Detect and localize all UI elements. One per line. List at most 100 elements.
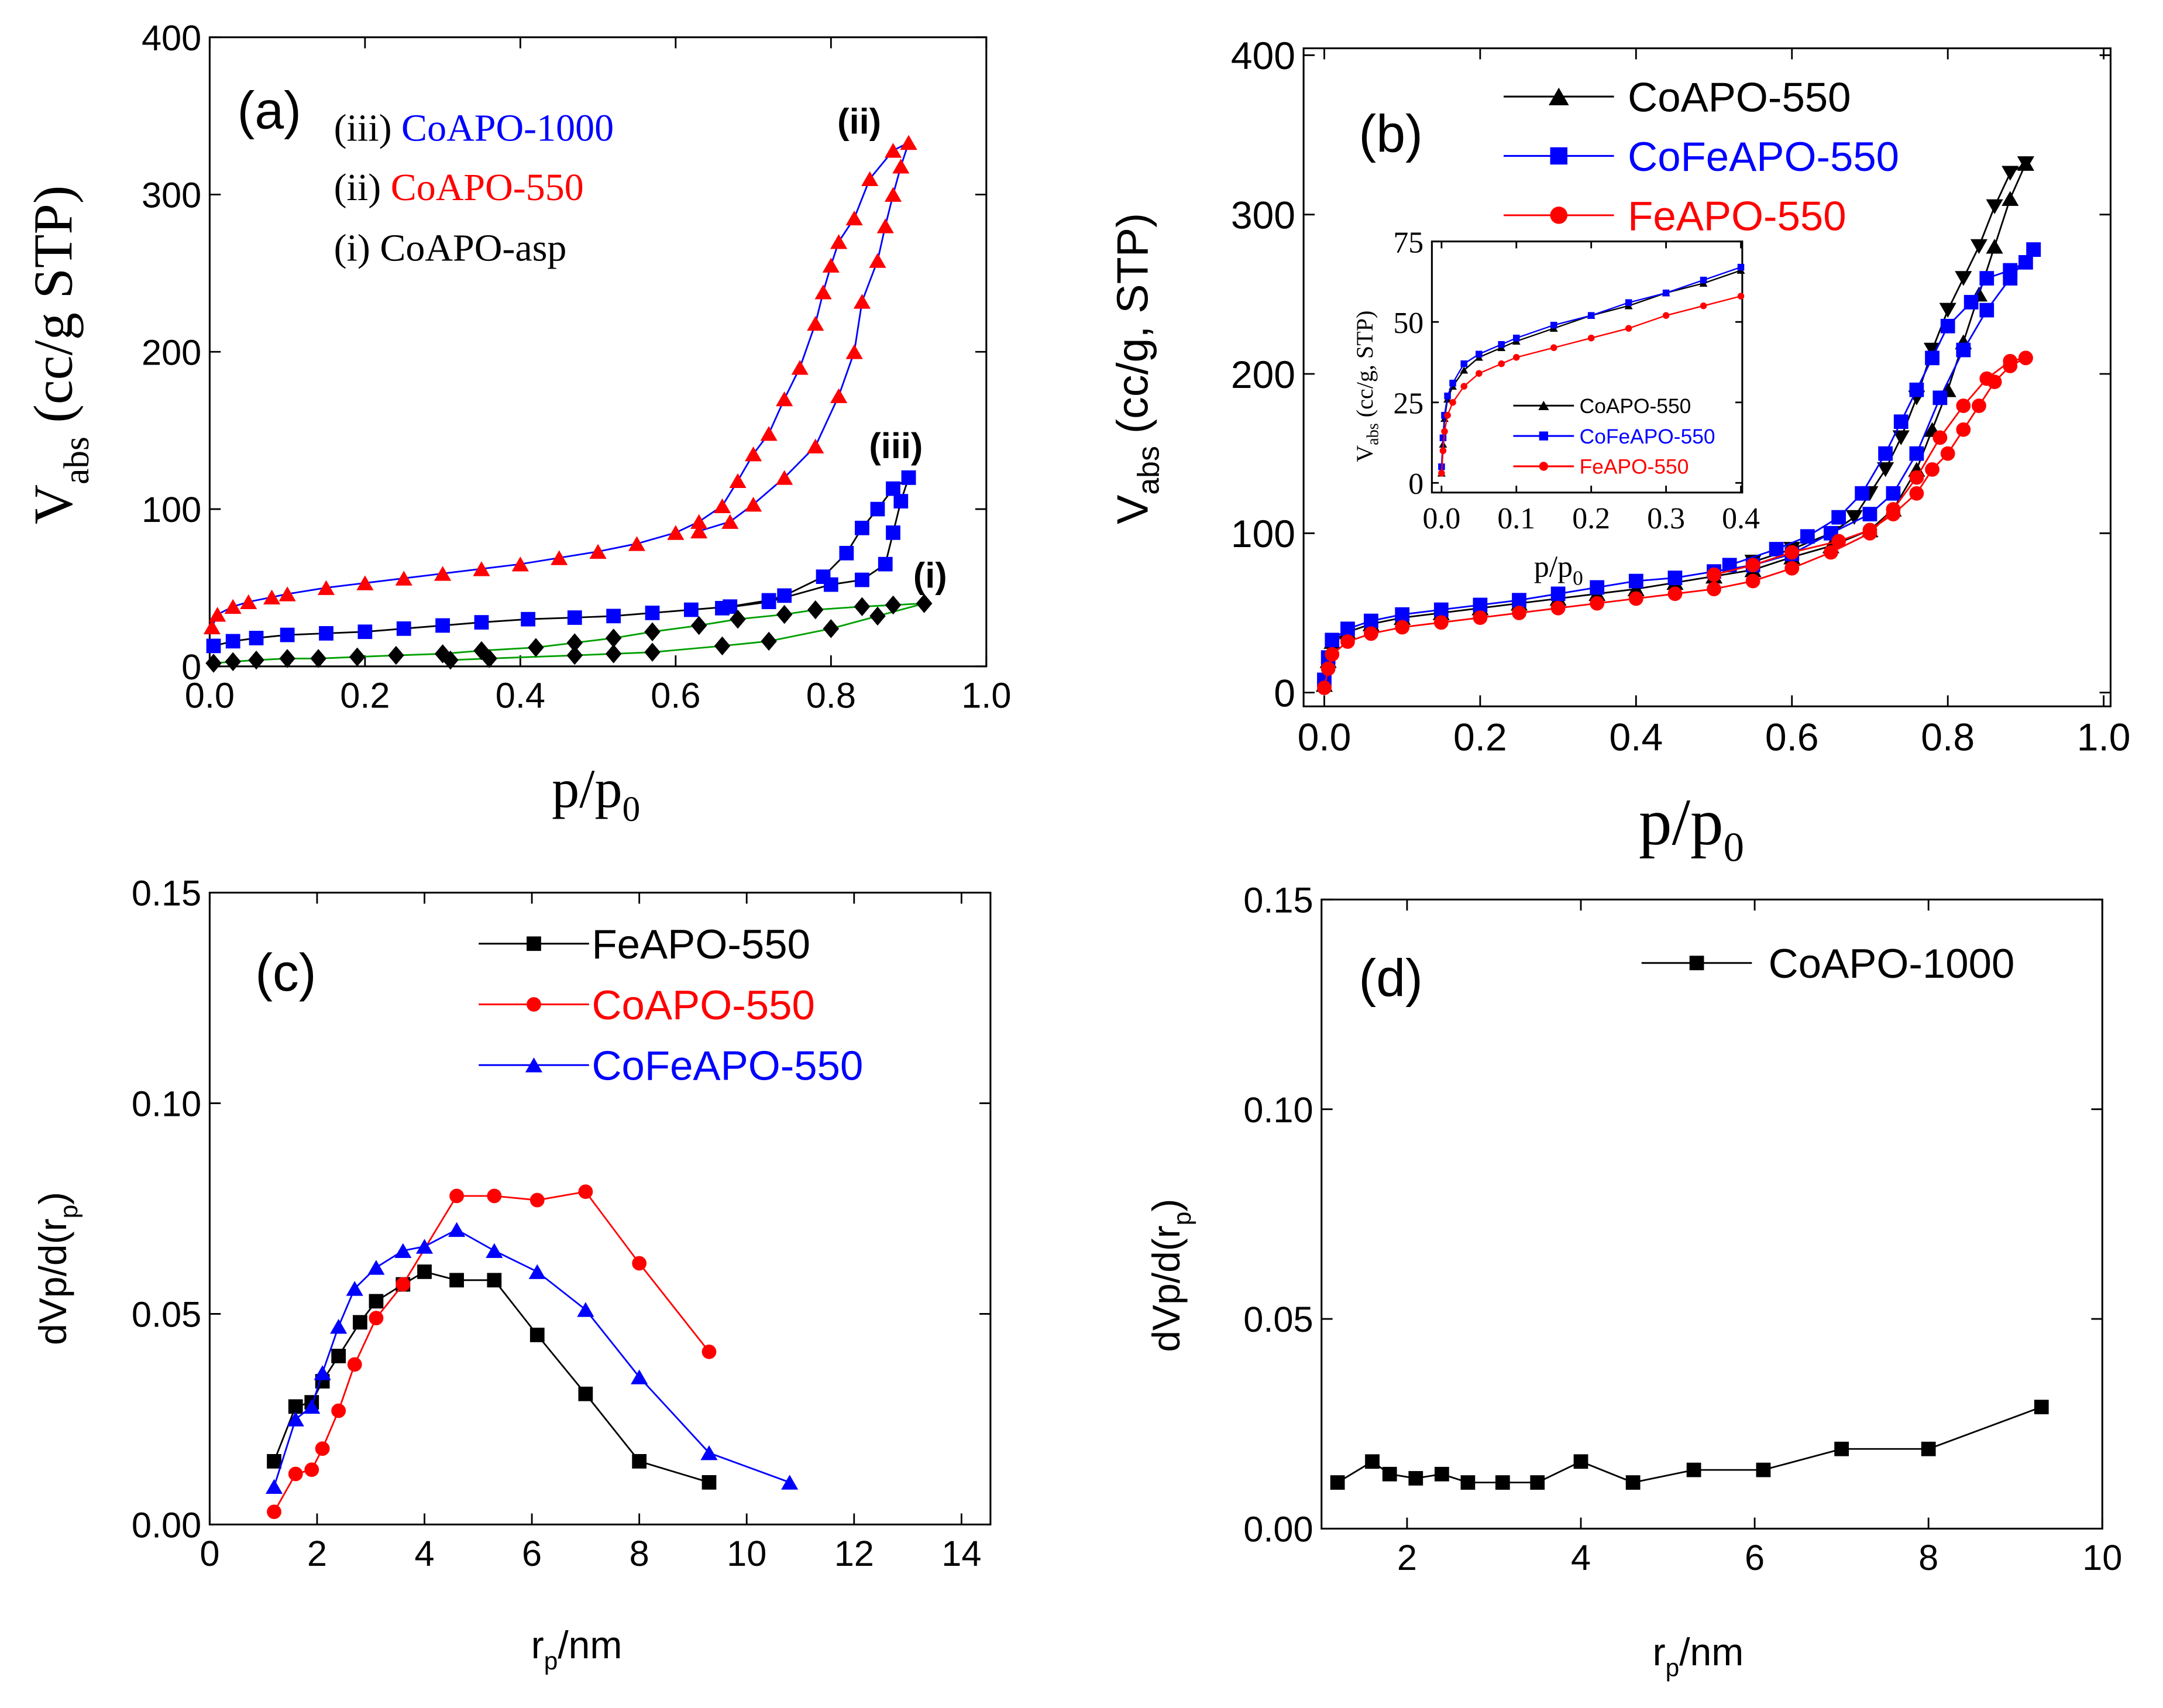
data-point — [1550, 586, 1566, 602]
data-point — [356, 575, 374, 590]
data-point — [474, 615, 489, 630]
inset-data-point — [1444, 411, 1451, 419]
data-point — [605, 644, 622, 664]
legend-label: CoAPO-550 — [592, 982, 814, 1028]
x-tick-label: 0 — [200, 1534, 219, 1573]
x-tick-label: 0.1 — [1497, 502, 1535, 535]
y-tick-label: 300 — [142, 176, 201, 215]
y-tick-label: 0 — [1274, 671, 1295, 714]
data-point — [1408, 1471, 1423, 1486]
data-point — [319, 626, 333, 641]
data-point — [916, 594, 933, 613]
x-tick-label: 0.2 — [1453, 716, 1507, 759]
data-point — [1573, 1454, 1588, 1469]
data-point — [1364, 613, 1378, 628]
y-tick-label: 100 — [142, 490, 201, 530]
data-point — [701, 1344, 717, 1359]
data-point — [822, 257, 840, 273]
data-point — [1512, 593, 1526, 608]
inset-data-point — [1441, 428, 1448, 435]
data-point — [1512, 606, 1526, 620]
data-point — [1317, 681, 1332, 695]
data-point — [839, 545, 854, 561]
legend-marker-square-icon — [1539, 431, 1549, 441]
data-point — [1395, 607, 1410, 622]
data-point — [396, 621, 411, 636]
data-point — [807, 315, 824, 331]
inset-data-point — [1662, 289, 1670, 297]
data-point — [369, 1311, 384, 1326]
data-point — [528, 1264, 546, 1279]
data-point — [249, 631, 264, 645]
y-axis-label-a: Vabs (cc/g STP) — [23, 185, 97, 524]
data-point — [1979, 271, 1995, 286]
data-point — [442, 650, 459, 670]
data-point — [1878, 446, 1893, 461]
data-point — [845, 344, 863, 359]
panel-label-b: (b) — [1359, 104, 1422, 163]
data-point — [1886, 486, 1901, 501]
inset-data-point — [1460, 360, 1468, 367]
data-point — [203, 619, 221, 635]
data-point — [721, 514, 739, 529]
y-axis-label-d: dVp/d(rp) — [1144, 1199, 1196, 1352]
data-point — [2003, 263, 2018, 278]
inset-data-point — [1439, 447, 1447, 455]
data-point — [267, 1454, 281, 1469]
data-point — [448, 1222, 466, 1237]
x-axis-label-b: p/p0 — [1639, 786, 1744, 870]
data-point — [606, 609, 621, 624]
x-tick-label: 14 — [941, 1534, 981, 1573]
data-point — [761, 594, 776, 610]
panel-label-c: (c) — [255, 943, 316, 1002]
data-point — [415, 1239, 434, 1254]
data-point — [388, 645, 404, 665]
data-point — [449, 1273, 464, 1288]
data-point — [776, 470, 793, 485]
legend-label: CoAPO-550 — [1628, 74, 1851, 121]
data-point — [1769, 542, 1784, 556]
data-point — [1963, 295, 1979, 310]
data-point — [529, 1192, 545, 1208]
data-point — [473, 561, 490, 576]
data-point — [1886, 507, 1901, 522]
inset-data-point — [1498, 360, 1505, 367]
data-point — [1756, 1462, 1771, 1477]
desorption-line — [1729, 249, 2034, 566]
data-point — [528, 638, 544, 657]
data-point — [1340, 634, 1355, 649]
data-point — [814, 284, 832, 300]
x-tick-label: 4 — [1571, 1538, 1591, 1578]
data-point — [248, 650, 264, 670]
data-point — [265, 1479, 283, 1494]
x-tick-label: 0.0 — [1422, 502, 1460, 535]
data-point — [304, 1462, 319, 1477]
data-point — [2018, 350, 2033, 366]
data-point — [394, 1243, 412, 1258]
data-point — [280, 627, 295, 642]
data-point — [1784, 545, 1800, 560]
data-point — [823, 577, 838, 592]
data-point — [1433, 602, 1449, 617]
data-point — [885, 595, 902, 615]
data-point — [1972, 398, 1986, 413]
legend-label: CoFeAPO-550 — [592, 1043, 863, 1089]
y-tick-label: 0.15 — [1243, 880, 1313, 920]
data-point — [869, 253, 886, 268]
data-point — [870, 501, 885, 517]
data-point — [1986, 239, 2003, 254]
data-point — [349, 647, 366, 666]
data-point — [1340, 621, 1355, 637]
data-point — [1892, 430, 1910, 445]
data-point — [287, 1411, 304, 1427]
data-point — [578, 1386, 593, 1401]
x-tick-label: 0.0 — [185, 676, 235, 716]
data-point — [807, 600, 824, 620]
x-tick-label: 6 — [1745, 1538, 1765, 1578]
legend-label: CoFeAPO-550 — [1628, 133, 1899, 180]
x-tick-label: 2 — [1397, 1538, 1417, 1578]
desorption-line — [450, 602, 924, 661]
legend-label: FeAPO-550 — [1628, 193, 1846, 239]
x-tick-label: 0.2 — [1572, 502, 1610, 535]
